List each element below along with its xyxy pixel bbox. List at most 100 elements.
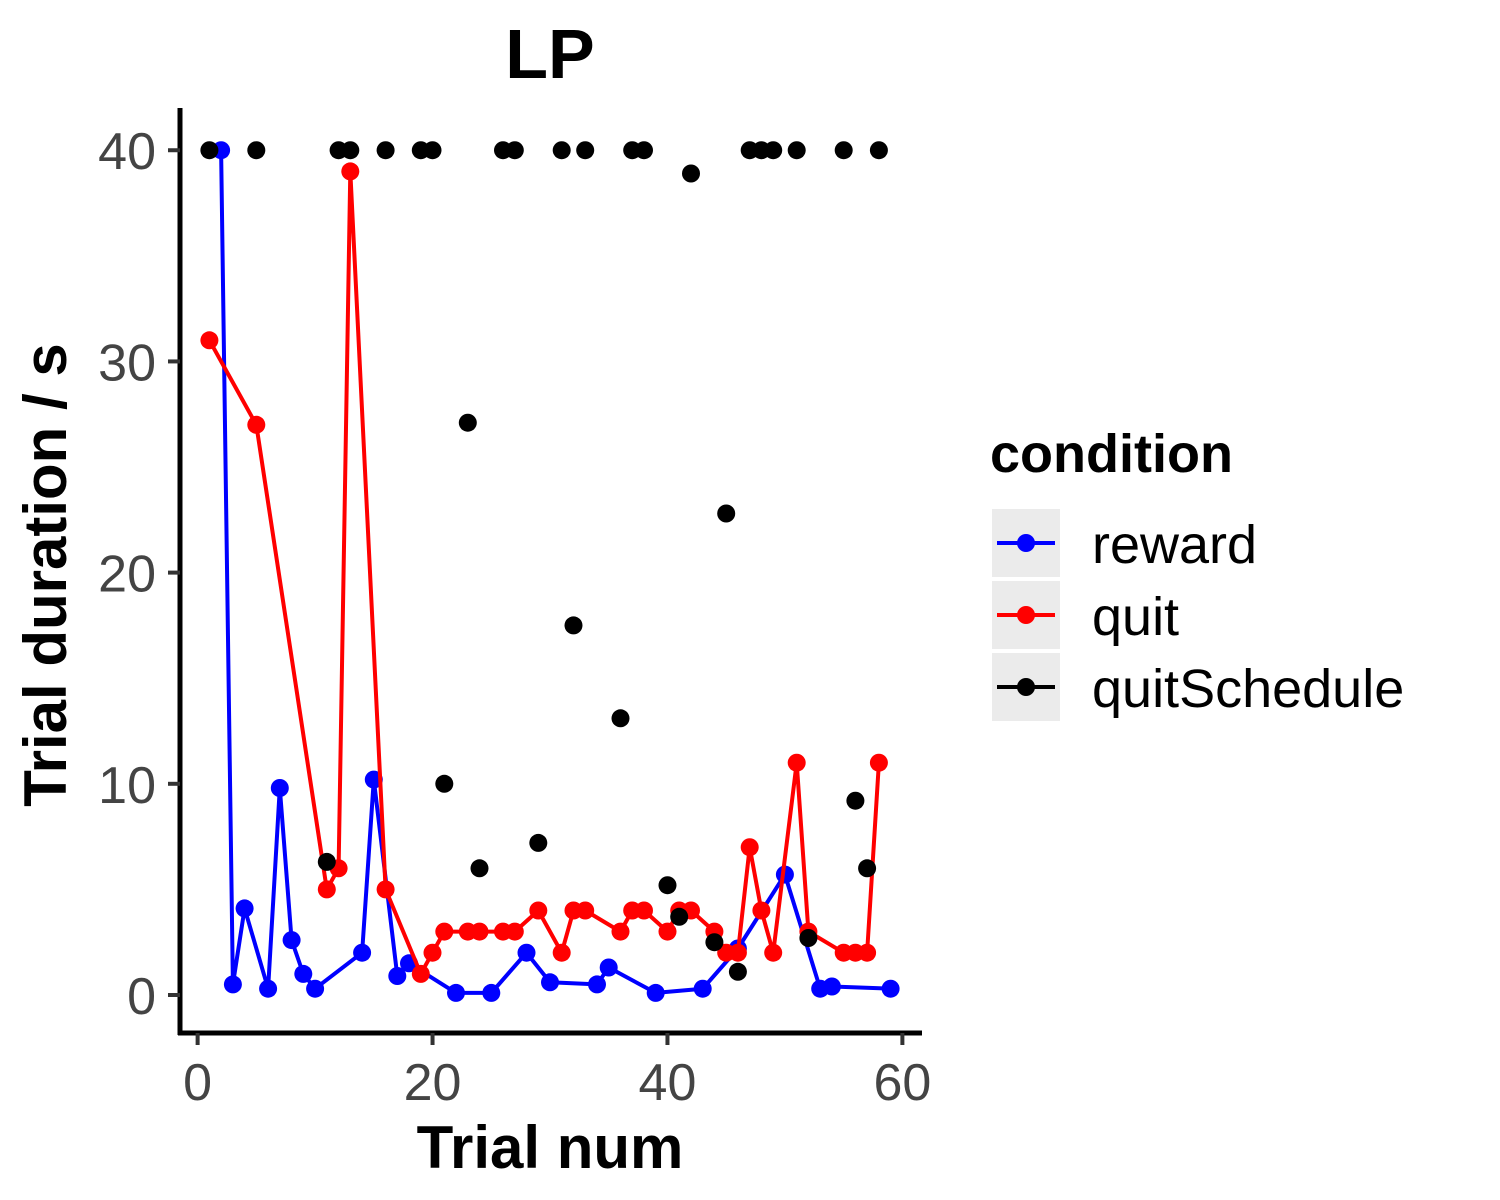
- legend-item-quitSchedule: quitSchedule: [992, 653, 1404, 721]
- data-point-quit: [576, 901, 595, 920]
- y-tick-label: 0: [127, 968, 156, 1026]
- data-point-quitSchedule: [576, 141, 595, 160]
- data-point-quit: [529, 901, 548, 920]
- data-point-quitSchedule: [458, 413, 477, 432]
- data-point-reward: [223, 975, 242, 994]
- data-point-quitSchedule: [764, 141, 783, 160]
- data-point-quitSchedule: [658, 876, 677, 895]
- data-point-quitSchedule: [470, 859, 489, 878]
- legend: condition reward quit quitSchedule: [990, 424, 1404, 721]
- data-point-reward: [599, 958, 618, 977]
- data-point-quit: [505, 922, 524, 941]
- data-point-quitSchedule: [611, 709, 630, 728]
- data-point-quit: [858, 943, 877, 962]
- data-point-quitSchedule: [341, 141, 360, 160]
- legend-label: quit: [1092, 587, 1179, 647]
- x-tick-label: 40: [639, 1054, 697, 1112]
- y-tick-label: 10: [98, 757, 156, 815]
- data-point-reward: [693, 979, 712, 998]
- data-point-reward: [282, 931, 301, 950]
- data-point-quitSchedule: [869, 141, 888, 160]
- legend-item-quit: quit: [992, 581, 1179, 649]
- data-point-quitSchedule: [435, 774, 454, 793]
- data-point-quitSchedule: [846, 791, 865, 810]
- chart-title: LP: [505, 15, 594, 93]
- data-point-reward: [270, 779, 289, 797]
- data-point-reward: [447, 983, 465, 1002]
- data-point-quitSchedule: [799, 929, 818, 947]
- data-point-reward: [541, 973, 559, 992]
- y-tick-label: 40: [98, 123, 156, 181]
- x-tick-label: 0: [183, 1054, 212, 1112]
- x-axis-title: Trial num: [417, 1114, 684, 1181]
- data-point-quitSchedule: [635, 141, 653, 160]
- data-point-quitSchedule: [728, 962, 747, 981]
- data-point-reward: [646, 983, 665, 1002]
- legend-label: reward: [1092, 515, 1257, 575]
- y-tick-label: 30: [98, 334, 156, 392]
- data-point-quitSchedule: [552, 141, 571, 160]
- legend-key-point: [1017, 678, 1035, 696]
- data-point-quitSchedule: [682, 164, 700, 183]
- legend-key-point: [1017, 606, 1035, 624]
- data-point-reward: [482, 983, 501, 1002]
- data-point-quitSchedule: [787, 141, 806, 160]
- data-point-reward: [588, 975, 606, 994]
- x-tick-label: 20: [404, 1054, 462, 1112]
- y-axis: 0 10 20 30 40: [98, 123, 180, 1026]
- data-point-quitSchedule: [423, 141, 442, 160]
- data-point-quit: [611, 922, 630, 941]
- data-point-quitSchedule: [564, 616, 583, 635]
- data-point-quit: [435, 922, 454, 941]
- data-point-quit: [341, 162, 360, 181]
- data-point-quitSchedule: [376, 141, 395, 160]
- data-point-reward: [259, 979, 278, 998]
- data-point-quitSchedule: [505, 141, 524, 160]
- data-point-quit: [411, 964, 430, 983]
- data-point-quit: [376, 880, 395, 899]
- series-reward: [212, 141, 900, 1002]
- y-tick-label: 20: [98, 546, 156, 604]
- data-point-quit: [200, 331, 219, 350]
- legend-item-reward: reward: [992, 509, 1257, 577]
- data-point-reward: [881, 979, 900, 998]
- data-point-reward: [294, 964, 313, 983]
- data-point-quitSchedule: [529, 833, 548, 852]
- y-axis-title: Trial duration / s: [12, 343, 79, 806]
- data-point-quitSchedule: [834, 141, 853, 160]
- data-point-quit: [470, 922, 489, 941]
- data-point-quit: [658, 922, 677, 941]
- data-point-quit: [740, 838, 759, 857]
- legend-key-point: [1017, 534, 1035, 552]
- data-point-reward: [517, 943, 536, 962]
- data-point-quit: [317, 880, 336, 899]
- data-point-quitSchedule: [317, 852, 336, 871]
- legend-label: quitSchedule: [1092, 659, 1404, 719]
- data-point-quit: [728, 943, 747, 962]
- data-point-quit: [552, 943, 571, 962]
- data-point-quit: [635, 901, 653, 920]
- data-point-reward: [235, 899, 254, 918]
- series-quitSchedule: [200, 141, 888, 981]
- series-line-quit: [207, 169, 881, 976]
- data-point-quitSchedule: [200, 141, 219, 160]
- legend-title: condition: [990, 424, 1233, 484]
- data-point-quit: [423, 943, 442, 962]
- x-tick-label: 60: [873, 1054, 931, 1112]
- data-point-quit: [787, 753, 806, 772]
- data-point-quitSchedule: [670, 907, 689, 926]
- data-point-quitSchedule: [858, 859, 877, 878]
- x-axis: 0 20 40 60: [183, 1033, 931, 1112]
- data-point-reward: [822, 977, 841, 996]
- data-point-quit: [247, 415, 266, 434]
- plot-area: [200, 141, 900, 1002]
- data-point-quitSchedule: [247, 141, 266, 160]
- data-point-quitSchedule: [717, 504, 736, 523]
- data-point-quit: [752, 901, 771, 920]
- data-point-reward: [388, 967, 407, 985]
- data-point-quitSchedule: [705, 933, 724, 952]
- data-point-quit: [869, 753, 888, 772]
- data-point-reward: [306, 979, 325, 998]
- series-quit: [200, 162, 888, 983]
